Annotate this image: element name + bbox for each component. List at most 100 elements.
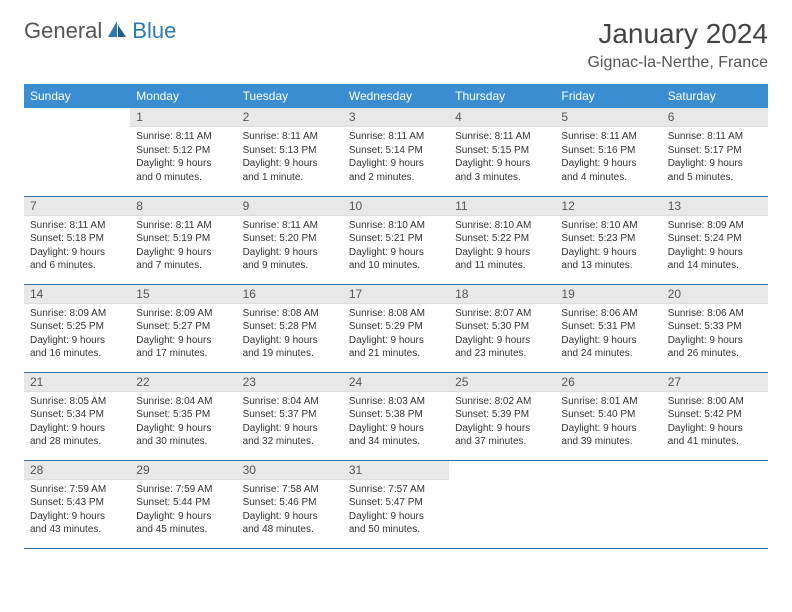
- day-number: 14: [24, 285, 130, 304]
- day-number: 4: [449, 108, 555, 127]
- day-content: Sunrise: 8:07 AMSunset: 5:30 PMDaylight:…: [449, 304, 555, 367]
- day-content: Sunrise: 8:11 AMSunset: 5:18 PMDaylight:…: [24, 216, 130, 279]
- calendar-day-cell: 11Sunrise: 8:10 AMSunset: 5:22 PMDayligh…: [449, 196, 555, 284]
- daylight-text: Daylight: 9 hours and 26 minutes.: [668, 334, 762, 361]
- daylight-text: Daylight: 9 hours and 14 minutes.: [668, 246, 762, 273]
- daylight-text: Daylight: 9 hours and 7 minutes.: [136, 246, 230, 273]
- day-header: Tuesday: [237, 84, 343, 108]
- sunset-text: Sunset: 5:35 PM: [136, 408, 230, 422]
- sunrise-text: Sunrise: 8:06 AM: [561, 307, 655, 321]
- calendar-day-cell: 27Sunrise: 8:00 AMSunset: 5:42 PMDayligh…: [662, 372, 768, 460]
- sunset-text: Sunset: 5:17 PM: [668, 144, 762, 158]
- daylight-text: Daylight: 9 hours and 17 minutes.: [136, 334, 230, 361]
- day-number: 28: [24, 461, 130, 480]
- calendar-day-cell: 6Sunrise: 8:11 AMSunset: 5:17 PMDaylight…: [662, 108, 768, 196]
- day-content: Sunrise: 8:09 AMSunset: 5:25 PMDaylight:…: [24, 304, 130, 367]
- sunset-text: Sunset: 5:22 PM: [455, 232, 549, 246]
- day-content: Sunrise: 8:10 AMSunset: 5:23 PMDaylight:…: [555, 216, 661, 279]
- day-content: Sunrise: 8:06 AMSunset: 5:31 PMDaylight:…: [555, 304, 661, 367]
- day-content: Sunrise: 8:09 AMSunset: 5:24 PMDaylight:…: [662, 216, 768, 279]
- calendar-day-cell: 1Sunrise: 8:11 AMSunset: 5:12 PMDaylight…: [130, 108, 236, 196]
- calendar-day-cell: 10Sunrise: 8:10 AMSunset: 5:21 PMDayligh…: [343, 196, 449, 284]
- day-number: 22: [130, 373, 236, 392]
- daylight-text: Daylight: 9 hours and 30 minutes.: [136, 422, 230, 449]
- sunrise-text: Sunrise: 8:00 AM: [668, 395, 762, 409]
- daylight-text: Daylight: 9 hours and 3 minutes.: [455, 157, 549, 184]
- calendar-day-cell: 16Sunrise: 8:08 AMSunset: 5:28 PMDayligh…: [237, 284, 343, 372]
- day-content: Sunrise: 8:01 AMSunset: 5:40 PMDaylight:…: [555, 392, 661, 455]
- calendar-day-cell: 25Sunrise: 8:02 AMSunset: 5:39 PMDayligh…: [449, 372, 555, 460]
- sunrise-text: Sunrise: 8:11 AM: [349, 130, 443, 144]
- day-number: 20: [662, 285, 768, 304]
- daylight-text: Daylight: 9 hours and 11 minutes.: [455, 246, 549, 273]
- sunset-text: Sunset: 5:27 PM: [136, 320, 230, 334]
- day-number: 18: [449, 285, 555, 304]
- sunset-text: Sunset: 5:34 PM: [30, 408, 124, 422]
- day-content: Sunrise: 8:08 AMSunset: 5:28 PMDaylight:…: [237, 304, 343, 367]
- sunset-text: Sunset: 5:16 PM: [561, 144, 655, 158]
- day-content: Sunrise: 7:57 AMSunset: 5:47 PMDaylight:…: [343, 480, 449, 543]
- day-number: 24: [343, 373, 449, 392]
- sunrise-text: Sunrise: 8:09 AM: [30, 307, 124, 321]
- calendar-day-cell: 21Sunrise: 8:05 AMSunset: 5:34 PMDayligh…: [24, 372, 130, 460]
- day-number: 15: [130, 285, 236, 304]
- sunset-text: Sunset: 5:38 PM: [349, 408, 443, 422]
- sunrise-text: Sunrise: 7:59 AM: [30, 483, 124, 497]
- calendar-day-cell: 8Sunrise: 8:11 AMSunset: 5:19 PMDaylight…: [130, 196, 236, 284]
- daylight-text: Daylight: 9 hours and 5 minutes.: [668, 157, 762, 184]
- calendar-day-cell: 5Sunrise: 8:11 AMSunset: 5:16 PMDaylight…: [555, 108, 661, 196]
- logo: General Blue: [24, 18, 176, 44]
- daylight-text: Daylight: 9 hours and 21 minutes.: [349, 334, 443, 361]
- calendar-day-cell: 30Sunrise: 7:58 AMSunset: 5:46 PMDayligh…: [237, 460, 343, 548]
- sunrise-text: Sunrise: 8:10 AM: [561, 219, 655, 233]
- calendar-day-cell: 9Sunrise: 8:11 AMSunset: 5:20 PMDaylight…: [237, 196, 343, 284]
- sunrise-text: Sunrise: 8:11 AM: [668, 130, 762, 144]
- calendar-day-cell: [24, 108, 130, 196]
- sunrise-text: Sunrise: 7:59 AM: [136, 483, 230, 497]
- sunrise-text: Sunrise: 8:03 AM: [349, 395, 443, 409]
- sunrise-text: Sunrise: 8:09 AM: [136, 307, 230, 321]
- day-header: Thursday: [449, 84, 555, 108]
- sunrise-text: Sunrise: 8:07 AM: [455, 307, 549, 321]
- sunset-text: Sunset: 5:44 PM: [136, 496, 230, 510]
- day-number: 12: [555, 197, 661, 216]
- calendar-day-cell: 14Sunrise: 8:09 AMSunset: 5:25 PMDayligh…: [24, 284, 130, 372]
- day-content: Sunrise: 7:58 AMSunset: 5:46 PMDaylight:…: [237, 480, 343, 543]
- day-content: Sunrise: 8:04 AMSunset: 5:37 PMDaylight:…: [237, 392, 343, 455]
- daylight-text: Daylight: 9 hours and 23 minutes.: [455, 334, 549, 361]
- day-content: Sunrise: 8:09 AMSunset: 5:27 PMDaylight:…: [130, 304, 236, 367]
- calendar-day-cell: 24Sunrise: 8:03 AMSunset: 5:38 PMDayligh…: [343, 372, 449, 460]
- calendar-day-cell: 18Sunrise: 8:07 AMSunset: 5:30 PMDayligh…: [449, 284, 555, 372]
- calendar-week-row: 28Sunrise: 7:59 AMSunset: 5:43 PMDayligh…: [24, 460, 768, 548]
- sunset-text: Sunset: 5:30 PM: [455, 320, 549, 334]
- day-number: 9: [237, 197, 343, 216]
- sunset-text: Sunset: 5:33 PM: [668, 320, 762, 334]
- day-content: Sunrise: 8:11 AMSunset: 5:13 PMDaylight:…: [237, 127, 343, 190]
- sunrise-text: Sunrise: 8:11 AM: [136, 130, 230, 144]
- sunset-text: Sunset: 5:47 PM: [349, 496, 443, 510]
- sunrise-text: Sunrise: 7:58 AM: [243, 483, 337, 497]
- sunrise-text: Sunrise: 8:11 AM: [136, 219, 230, 233]
- calendar-day-cell: 19Sunrise: 8:06 AMSunset: 5:31 PMDayligh…: [555, 284, 661, 372]
- day-number: 17: [343, 285, 449, 304]
- day-header: Friday: [555, 84, 661, 108]
- sunrise-text: Sunrise: 8:11 AM: [455, 130, 549, 144]
- daylight-text: Daylight: 9 hours and 10 minutes.: [349, 246, 443, 273]
- sunrise-text: Sunrise: 8:08 AM: [243, 307, 337, 321]
- sunrise-text: Sunrise: 7:57 AM: [349, 483, 443, 497]
- day-content: Sunrise: 7:59 AMSunset: 5:44 PMDaylight:…: [130, 480, 236, 543]
- daylight-text: Daylight: 9 hours and 4 minutes.: [561, 157, 655, 184]
- sunset-text: Sunset: 5:31 PM: [561, 320, 655, 334]
- sunset-text: Sunset: 5:43 PM: [30, 496, 124, 510]
- day-header: Wednesday: [343, 84, 449, 108]
- sunset-text: Sunset: 5:46 PM: [243, 496, 337, 510]
- day-content: Sunrise: 8:11 AMSunset: 5:17 PMDaylight:…: [662, 127, 768, 190]
- sunrise-text: Sunrise: 8:11 AM: [243, 130, 337, 144]
- day-number: 16: [237, 285, 343, 304]
- calendar-day-cell: 4Sunrise: 8:11 AMSunset: 5:15 PMDaylight…: [449, 108, 555, 196]
- calendar-day-cell: [662, 460, 768, 548]
- sunset-text: Sunset: 5:12 PM: [136, 144, 230, 158]
- day-number: 31: [343, 461, 449, 480]
- sunset-text: Sunset: 5:28 PM: [243, 320, 337, 334]
- calendar-day-cell: 3Sunrise: 8:11 AMSunset: 5:14 PMDaylight…: [343, 108, 449, 196]
